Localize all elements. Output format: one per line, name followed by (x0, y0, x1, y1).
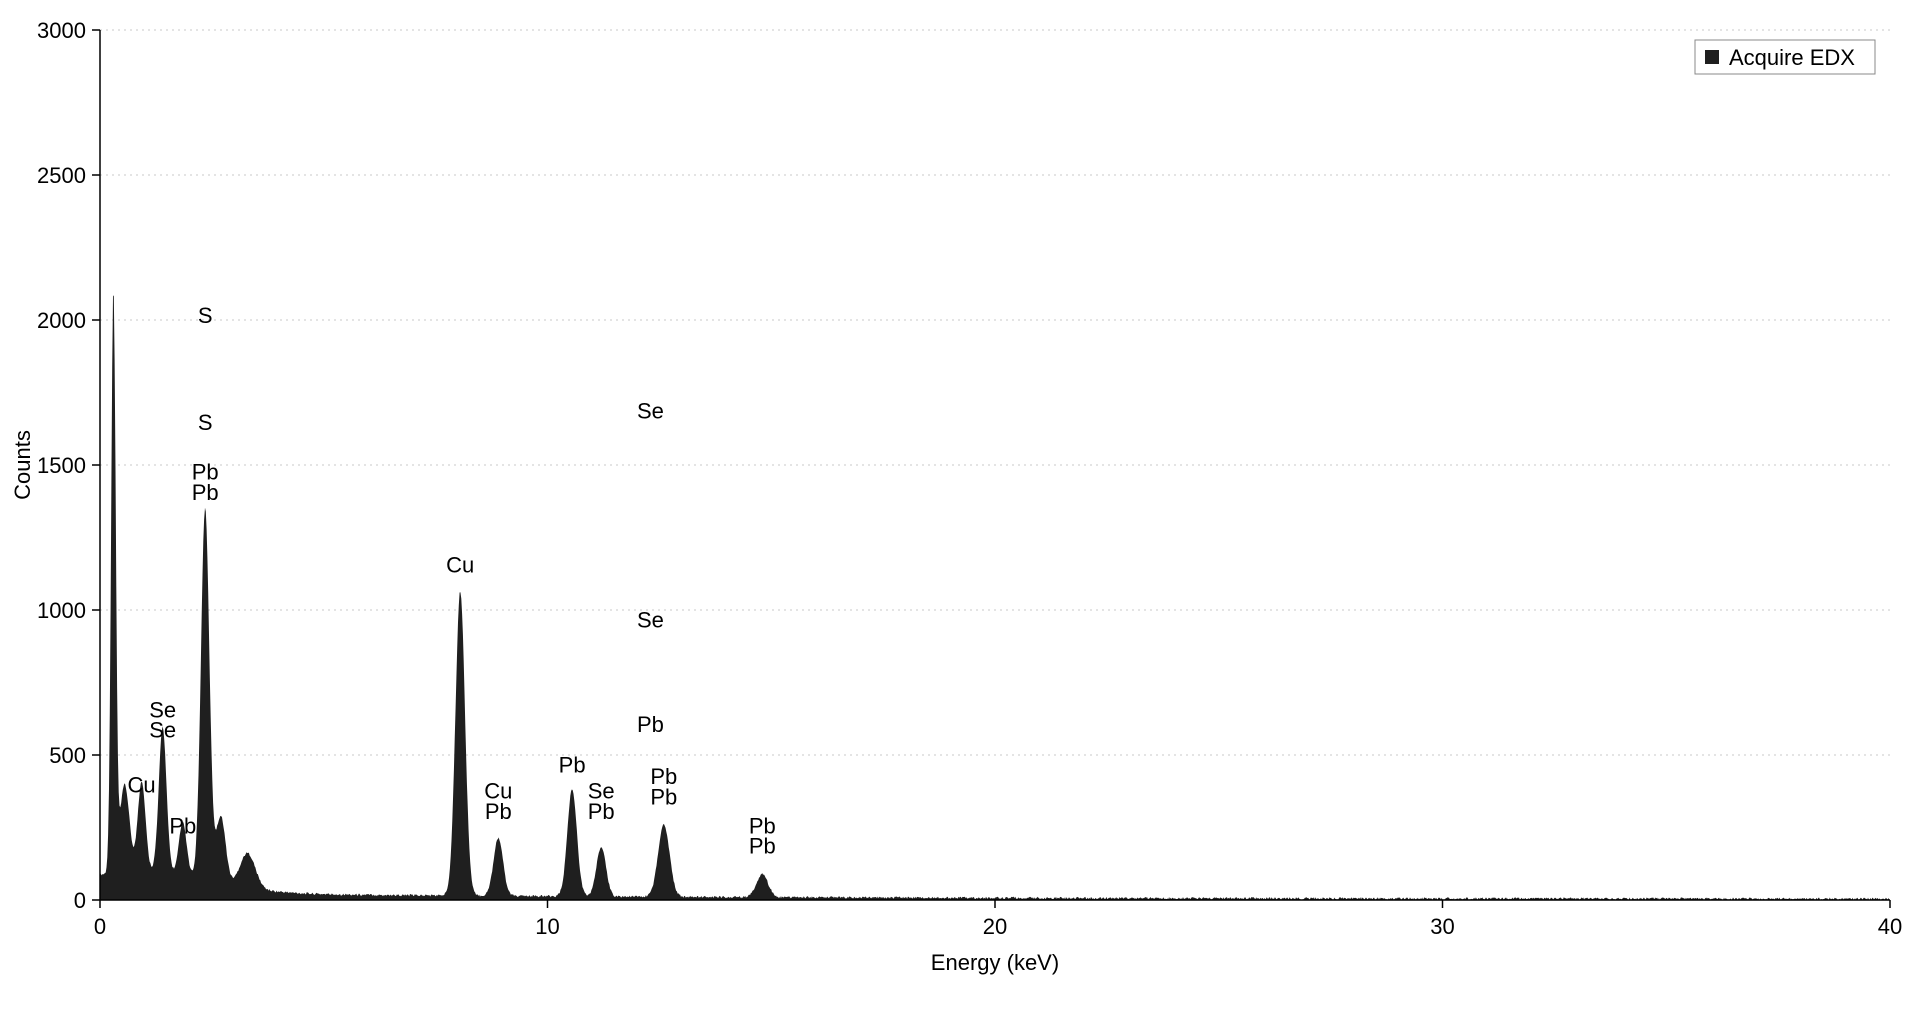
legend-swatch (1705, 50, 1719, 64)
x-tick-label: 10 (535, 914, 559, 939)
y-tick-label: 1000 (37, 598, 86, 623)
peak-label: Se (149, 718, 176, 743)
peak-label: Pb (749, 834, 776, 859)
chart-background (0, 0, 1931, 1024)
peak-label: Pb (588, 799, 615, 824)
peak-label: Se (637, 607, 664, 632)
peak-label: S (198, 303, 213, 328)
x-tick-label: 0 (94, 914, 106, 939)
y-tick-label: 1500 (37, 453, 86, 478)
x-tick-label: 30 (1430, 914, 1454, 939)
edx-spectrum-chart: 0 10 20 30 40 0 500 1000 1500 2000 2500 3000 Energy … (0, 0, 1931, 1024)
edx-spectrum-chart-container: 0 10 20 30 40 0 500 1000 1500 2000 2500 3000 Energy … (0, 0, 1931, 1024)
x-tick-label: 40 (1878, 914, 1902, 939)
peak-label: Cu (446, 552, 474, 577)
peak-label: Pb (559, 752, 586, 777)
peak-label: Pb (650, 784, 677, 809)
peak-label: Se (637, 399, 664, 424)
y-tick-label: 3000 (37, 18, 86, 43)
y-axis-title: Counts (10, 430, 35, 500)
y-tick-label: 2500 (37, 163, 86, 188)
x-tick-label: 20 (983, 914, 1007, 939)
legend: Acquire EDX (1695, 40, 1875, 74)
peak-label: S (198, 410, 213, 435)
peak-label: Pb (485, 799, 512, 824)
peak-label: Pb (169, 813, 196, 838)
y-tick-label: 2000 (37, 308, 86, 333)
peak-label: Pb (192, 480, 219, 505)
legend-label: Acquire EDX (1729, 45, 1855, 70)
y-tick-label: 500 (49, 743, 86, 768)
x-axis-title: Energy (keV) (931, 950, 1059, 975)
peak-label: Pb (637, 712, 664, 737)
y-tick-label: 0 (74, 888, 86, 913)
peak-label: Cu (128, 773, 156, 798)
